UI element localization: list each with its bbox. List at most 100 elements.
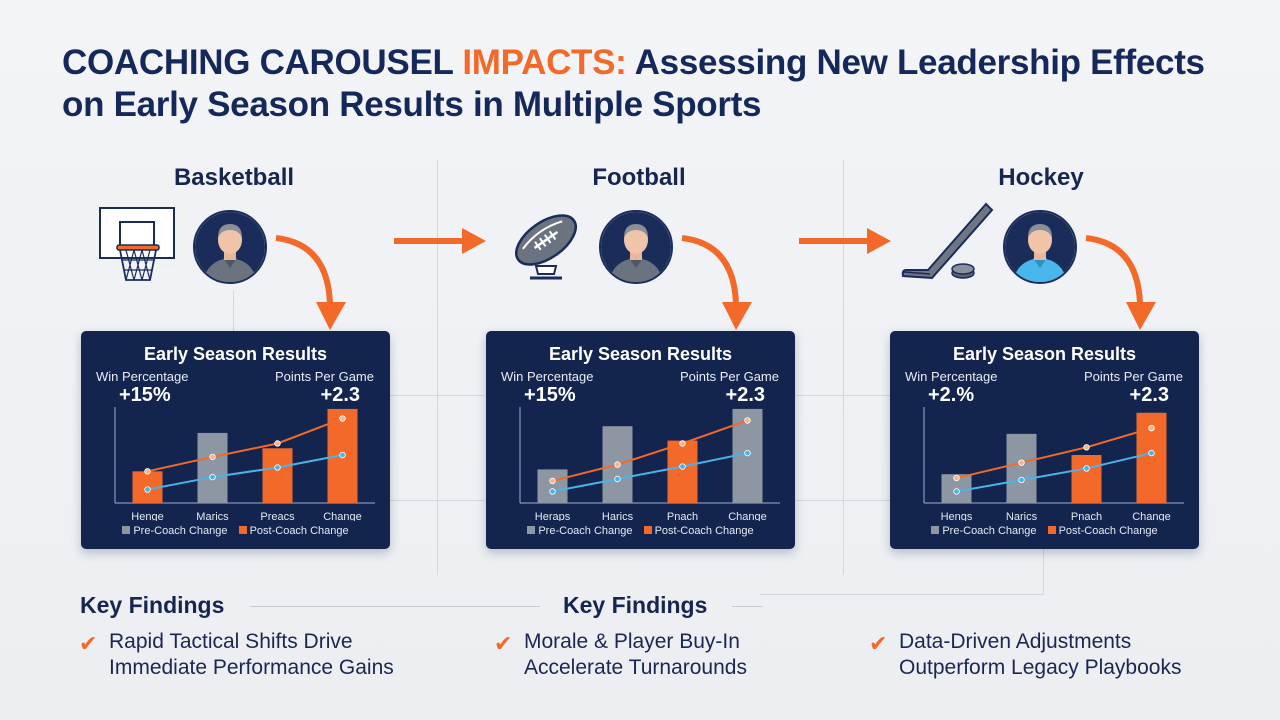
chart-bar	[1071, 455, 1102, 503]
title-accent: IMPACTS:	[462, 43, 627, 82]
legend-item-pre: Pre-Coach Change	[122, 525, 228, 537]
connector-line	[233, 290, 234, 332]
trend-point	[614, 475, 621, 483]
connector-line	[795, 395, 890, 396]
trend-point	[209, 453, 216, 461]
win-percentage-label: Win Percentage	[905, 369, 998, 384]
title-part1: COACHING CAROUSEL	[62, 43, 463, 82]
results-chart: Hengs Narics Pnach Change	[923, 407, 1184, 521]
x-tick-label: Hengs	[941, 511, 973, 521]
connector-line	[390, 500, 485, 501]
finding-line: Morale & Player Buy-In	[524, 630, 740, 653]
trend-point	[1148, 449, 1155, 457]
trend-point	[953, 474, 960, 482]
sport-label-football: Football	[592, 164, 686, 191]
x-tick-label: Change	[728, 511, 767, 521]
finding-item: Rapid Tactical Shifts Drive Immediate Pe…	[109, 629, 394, 681]
trend-line	[552, 419, 748, 482]
finding-line: Rapid Tactical Shifts Drive	[109, 630, 353, 653]
chart-legend: Pre-Coach Change Post-Coach Change	[81, 525, 390, 537]
trend-point	[1018, 459, 1025, 466]
x-tick-label: Pnach	[667, 511, 698, 521]
connector-line	[760, 594, 1044, 595]
legend-item-post: Post-Coach Change	[643, 525, 754, 537]
divider-line	[437, 160, 438, 575]
chart-bar	[197, 432, 228, 503]
trend-point	[144, 486, 151, 493]
divider-line	[843, 160, 844, 575]
arrow-right-icon	[799, 228, 891, 254]
legend-label-post: Post-Coach Change	[1058, 525, 1158, 537]
legend-item-post: Post-Coach Change	[238, 525, 349, 537]
points-per-game-value: +2.3	[725, 384, 765, 406]
x-tick-label: Change	[323, 511, 362, 521]
american-football-icon	[515, 214, 577, 280]
panel-title: Early Season Results	[143, 344, 328, 364]
trend-line	[956, 452, 1152, 493]
trend-point	[274, 440, 281, 447]
trend-point	[1148, 424, 1155, 432]
trend-point	[339, 415, 346, 422]
results-panel-basketball: Early Season Results Win Percentage +15%…	[81, 331, 390, 549]
chart-bar	[1006, 433, 1037, 503]
x-tick-label: Narics	[1006, 511, 1038, 521]
trend-point	[953, 488, 960, 495]
legend-label-post: Post-Coach Change	[654, 525, 754, 537]
checkmark-icon: ✔	[79, 631, 98, 656]
legend-label-pre: Pre-Coach Change	[538, 525, 633, 537]
results-panel-hockey: Early Season Results Win Percentage +2.%…	[890, 331, 1199, 549]
curved-arrow-icon	[275, 235, 346, 330]
trend-point	[1018, 476, 1025, 484]
legend-swatch-pre	[527, 526, 536, 534]
win-percentage-value: +2.%	[928, 384, 975, 406]
legend-label-pre: Pre-Coach Change	[942, 525, 1037, 537]
trend-point	[679, 463, 686, 470]
trend-line	[552, 452, 748, 493]
finding-item: Morale & Player Buy-In Accelerate Turnar…	[524, 629, 747, 681]
chart-bar	[537, 469, 568, 503]
divider-line	[250, 606, 540, 607]
key-findings-heading: Key Findings	[80, 592, 225, 618]
panel-title: Early Season Results	[548, 344, 733, 364]
key-findings-heading: Key Findings	[563, 592, 708, 618]
coach-avatar-icon	[1003, 210, 1077, 284]
legend-swatch-post	[1047, 526, 1056, 534]
chart-bar	[667, 440, 698, 503]
checkmark-icon: ✔	[869, 631, 888, 656]
win-percentage-label: Win Percentage	[96, 369, 189, 384]
legend-swatch-pre	[122, 526, 131, 534]
connector-line	[390, 395, 485, 396]
legend-swatch-post	[238, 526, 247, 534]
x-tick-label: Pnach	[1071, 511, 1102, 521]
x-tick-label: Henge	[131, 511, 163, 521]
trend-line	[956, 427, 1152, 480]
trend-line	[147, 454, 343, 491]
finding-item: Data-Driven Adjustments Outperform Legac…	[899, 629, 1181, 681]
trend-point	[679, 440, 686, 447]
points-per-game-value: +2.3	[1129, 384, 1169, 406]
coach-avatar-icon	[193, 210, 267, 284]
chart-legend: Pre-Coach Change Post-Coach Change	[890, 525, 1199, 537]
x-tick-label: Preacs	[260, 511, 295, 521]
curved-arrow-icon	[1085, 235, 1156, 330]
x-tick-label: Marics	[196, 511, 229, 521]
trend-line	[147, 417, 343, 473]
x-tick-label: Harics	[602, 511, 634, 521]
points-per-game-label: Points Per Game	[1084, 369, 1183, 384]
trend-point	[744, 449, 751, 457]
coach-avatar-icon	[599, 210, 673, 284]
trend-point	[274, 464, 281, 471]
finding-line: Outperform Legacy Playbooks	[899, 656, 1182, 679]
trend-point	[1083, 444, 1090, 451]
chart-bar	[262, 448, 293, 503]
curved-arrow-icon	[681, 235, 752, 330]
win-percentage-value: +15%	[119, 384, 171, 406]
trend-point	[614, 461, 621, 468]
legend-label-pre: Pre-Coach Change	[133, 525, 228, 537]
trend-point	[744, 417, 751, 424]
legend-swatch-pre	[931, 526, 940, 534]
points-per-game-value: +2.3	[320, 384, 360, 406]
legend-item-pre: Pre-Coach Change	[527, 525, 633, 537]
finding-line: Data-Driven Adjustments	[899, 630, 1132, 653]
points-per-game-label: Points Per Game	[275, 369, 374, 384]
